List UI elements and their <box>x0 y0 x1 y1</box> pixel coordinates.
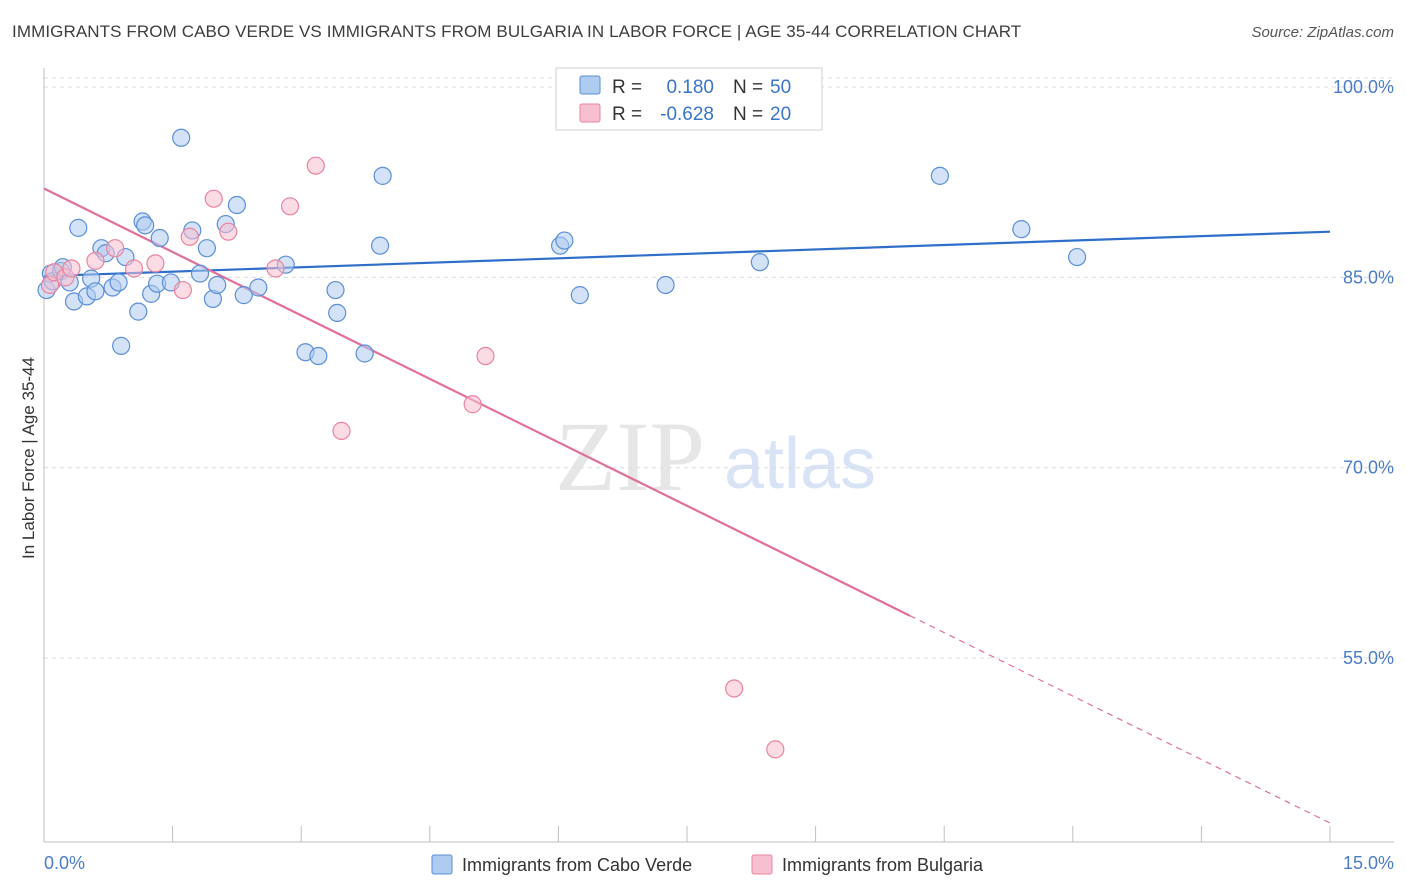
trend-lines <box>43 187 1331 824</box>
series-legend: Immigrants from Cabo Verde Immigrants fr… <box>431 854 984 875</box>
legend-n-value-1: 50 <box>770 77 791 98</box>
data-point-bulgaria <box>62 259 81 278</box>
y-axis-title: In Labor Force | Age 35-44 <box>19 357 38 559</box>
data-point-cabo-verde <box>69 218 88 237</box>
data-point-cabo-verde <box>208 275 227 295</box>
data-point-bulgaria <box>476 346 495 366</box>
legend-swatch-blue <box>579 75 601 95</box>
data-point-bulgaria <box>180 227 199 246</box>
x-tick-label-0: 0.0% <box>44 853 85 873</box>
data-point-cabo-verde <box>190 264 210 283</box>
y-tick-label: 100.0% <box>1333 77 1394 97</box>
trend-line-cabo-verde <box>43 230 1331 278</box>
series-legend-swatch-bulgaria <box>751 854 773 875</box>
data-point-cabo-verde <box>930 166 950 185</box>
watermark-zip: ZIP <box>555 401 705 512</box>
data-point-cabo-verde <box>227 195 246 215</box>
correlation-legend: R = 0.180 N = 50 R = -0.628 N = 20 <box>555 67 823 131</box>
data-point-cabo-verde <box>197 239 216 258</box>
data-point-cabo-verde <box>750 253 769 272</box>
data-point-cabo-verde <box>172 128 191 147</box>
data-point-cabo-verde <box>150 228 169 248</box>
data-point-bulgaria <box>173 280 192 300</box>
data-point-cabo-verde <box>328 303 347 322</box>
data-point-cabo-verde <box>570 286 589 305</box>
data-point-cabo-verde <box>249 278 268 297</box>
legend-r-value-2: -0.628 <box>660 104 714 125</box>
data-point-bulgaria <box>204 189 223 208</box>
data-point-cabo-verde <box>373 166 392 185</box>
data-point-cabo-verde <box>656 275 675 295</box>
data-point-cabo-verde <box>234 286 253 305</box>
data-point-bulgaria <box>106 239 125 258</box>
legend-n-value-2: 20 <box>770 104 791 125</box>
data-point-bulgaria <box>306 156 325 175</box>
series-legend-label-bulgaria: Immigrants from Bulgaria <box>782 855 984 875</box>
grid-lines <box>44 77 1394 659</box>
chart-title: IMMIGRANTS FROM CABO VERDE VS IMMIGRANTS… <box>12 22 1022 41</box>
series-legend-label-cabo-verde: Immigrants from Cabo Verde <box>462 855 692 875</box>
data-point-cabo-verde <box>355 344 374 363</box>
y-tick-label: 85.0% <box>1343 267 1394 287</box>
axes: 55.0% 70.0% 85.0% 100.0% <box>43 68 1394 843</box>
legend-r-label-2: R = <box>612 104 642 125</box>
legend-swatch-pink <box>579 103 601 123</box>
data-point-bulgaria <box>766 740 785 759</box>
data-point-bulgaria <box>725 679 744 698</box>
data-point-cabo-verde <box>326 280 345 300</box>
data-point-bulgaria <box>219 222 238 241</box>
series-legend-swatch-cabo-verde <box>431 854 453 875</box>
trend-line-extrapolated-bulgaria <box>909 615 1331 824</box>
y-tick-label: 55.0% <box>1343 648 1394 668</box>
data-point-cabo-verde <box>129 302 148 321</box>
legend-r-value-1: 0.180 <box>666 77 714 98</box>
data-point-cabo-verde <box>112 336 131 355</box>
data-point-cabo-verde <box>1012 220 1031 239</box>
source-credit: Source: ZipAtlas.com <box>1251 24 1394 41</box>
legend-n-label-1: N = <box>733 77 763 98</box>
data-point-bulgaria <box>280 197 300 216</box>
watermark-atlas: atlas <box>724 424 876 504</box>
data-point-cabo-verde <box>555 231 574 250</box>
legend-r-label-1: R = <box>612 77 642 98</box>
data-point-cabo-verde <box>370 236 390 255</box>
data-point-cabo-verde <box>136 216 155 235</box>
data-point-bulgaria <box>124 259 144 278</box>
data-point-bulgaria <box>332 421 351 440</box>
data-points <box>37 128 1087 759</box>
data-point-bulgaria <box>146 254 165 273</box>
data-point-cabo-verde <box>86 282 105 301</box>
data-point-cabo-verde <box>309 346 328 366</box>
data-point-cabo-verde <box>1067 247 1087 267</box>
y-tick-label: 70.0% <box>1343 458 1394 478</box>
data-point-bulgaria <box>266 259 285 278</box>
data-point-bulgaria <box>86 251 105 270</box>
data-point-cabo-verde <box>109 273 128 292</box>
data-point-bulgaria <box>463 395 482 414</box>
x-tick-label-1: 15.0% <box>1343 853 1394 873</box>
legend-n-label-2: N = <box>733 104 763 125</box>
